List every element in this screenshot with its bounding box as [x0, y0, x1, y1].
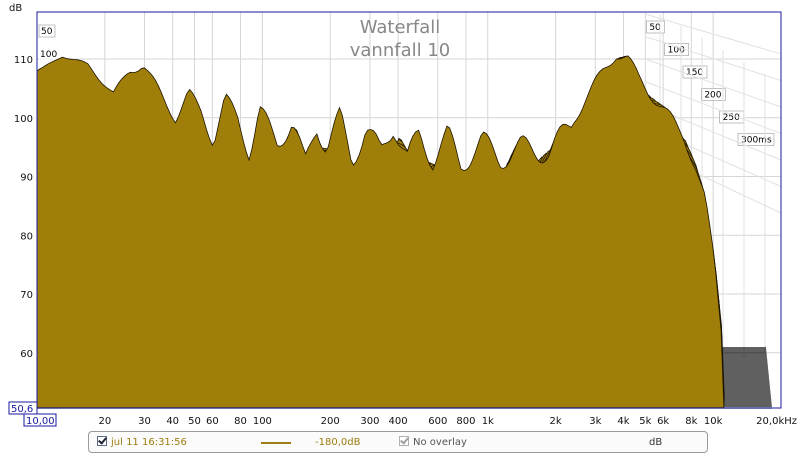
- plot-frame: [36, 11, 782, 409]
- svg-text:200: 200: [704, 91, 721, 101]
- legend-unit: dB: [649, 437, 663, 448]
- x-tick-label: 800: [456, 416, 475, 427]
- x-tick-label: 100: [253, 416, 272, 427]
- x-axis-ticks: 20 30 40 50 60 80 100 200 300 400 600 800 1k 2k 3k 4k 5k…: [98, 416, 797, 427]
- time-axis-guide: [644, 36, 782, 81]
- y-axis-ticks: 110 100 90 80 70 60: [14, 55, 33, 360]
- svg-text:50: 50: [41, 27, 53, 37]
- chart-title: Waterfall: [360, 17, 441, 38]
- y-tick-label: 60: [20, 349, 33, 360]
- x-tick-label: 50: [188, 416, 201, 427]
- y-tick-label: 70: [20, 290, 33, 301]
- waterfall-slice: [36, 55, 772, 409]
- x-tick-label: 8k: [685, 416, 697, 427]
- time-axis-label: 300ms: [737, 133, 775, 146]
- y-min-label: 50,6: [11, 404, 33, 415]
- x-min-box: [23, 413, 57, 427]
- series-label: jul 11 16:31:56: [111, 437, 187, 448]
- time-axis-label: 200: [701, 88, 726, 101]
- series-line-swatch: [261, 442, 291, 444]
- time-axis-label: 50: [646, 20, 665, 34]
- svg-text:300ms: 300ms: [741, 136, 772, 146]
- y-min-box: [8, 401, 38, 415]
- x-tick-label: 600: [428, 416, 447, 427]
- checkbox-disabled-icon[interactable]: [399, 436, 409, 446]
- overlay-toggle[interactable]: No overlay: [399, 436, 467, 450]
- x-tick-label: 80: [234, 416, 247, 427]
- x-tick-label: 2k: [550, 416, 562, 427]
- x-tick-label: 20,0kHz: [756, 416, 797, 427]
- x-tick-label: 60: [206, 416, 219, 427]
- time-axis-left-label: 100: [38, 48, 60, 60]
- x-tick-label: 20: [98, 416, 111, 427]
- x-tick-label: 3k: [589, 416, 601, 427]
- overlay-label: No overlay: [413, 437, 467, 448]
- x-tick-label: 40: [166, 416, 179, 427]
- svg-text:100: 100: [668, 46, 685, 56]
- svg-text:50: 50: [649, 23, 661, 33]
- x-tick-label: 1k: [482, 416, 494, 427]
- x-tick-label: 6k: [657, 416, 669, 427]
- x-tick-label: 4k: [617, 416, 629, 427]
- svg-text:250: 250: [723, 113, 740, 123]
- x-tick-label: 200: [321, 416, 340, 427]
- time-axis-guide: [644, 58, 782, 108]
- time-axis-label: 100: [664, 43, 689, 56]
- chart-subtitle: vannfall 10: [350, 40, 451, 61]
- series-toggle[interactable]: jul 11 16:31:56: [97, 436, 187, 450]
- x-min-label: 10,00: [26, 416, 55, 427]
- time-axis-guide: [644, 13, 782, 55]
- y-axis-label: dB: [9, 3, 22, 14]
- svg-text:150: 150: [686, 68, 703, 78]
- x-tick-label: 5k: [639, 416, 651, 427]
- time-axis-top-label: 50: [38, 24, 56, 38]
- svg-text:100: 100: [40, 50, 57, 60]
- legend-bar: jul 11 16:31:56 -180,0dB No overlay dB: [88, 431, 708, 453]
- series-value: -180,0dB: [315, 437, 361, 448]
- time-axis-guide: [644, 81, 782, 134]
- x-tick-label: 10k: [704, 416, 723, 427]
- x-tick-label: 300: [360, 416, 379, 427]
- y-tick-label: 100: [14, 114, 33, 125]
- waterfall-chart: 50100150200250300ms10015020025030050 110…: [8, 3, 797, 427]
- x-tick-label: 400: [389, 416, 408, 427]
- x-tick-label: 30: [138, 416, 151, 427]
- waterfall-slices: [36, 55, 772, 409]
- time-axis: 50100150200250300ms10015020025030050: [38, 13, 782, 370]
- y-tick-label: 90: [20, 173, 33, 184]
- checkbox-checked-icon[interactable]: [97, 436, 107, 446]
- y-tick-label: 110: [14, 55, 33, 66]
- y-tick-label: 80: [20, 231, 33, 242]
